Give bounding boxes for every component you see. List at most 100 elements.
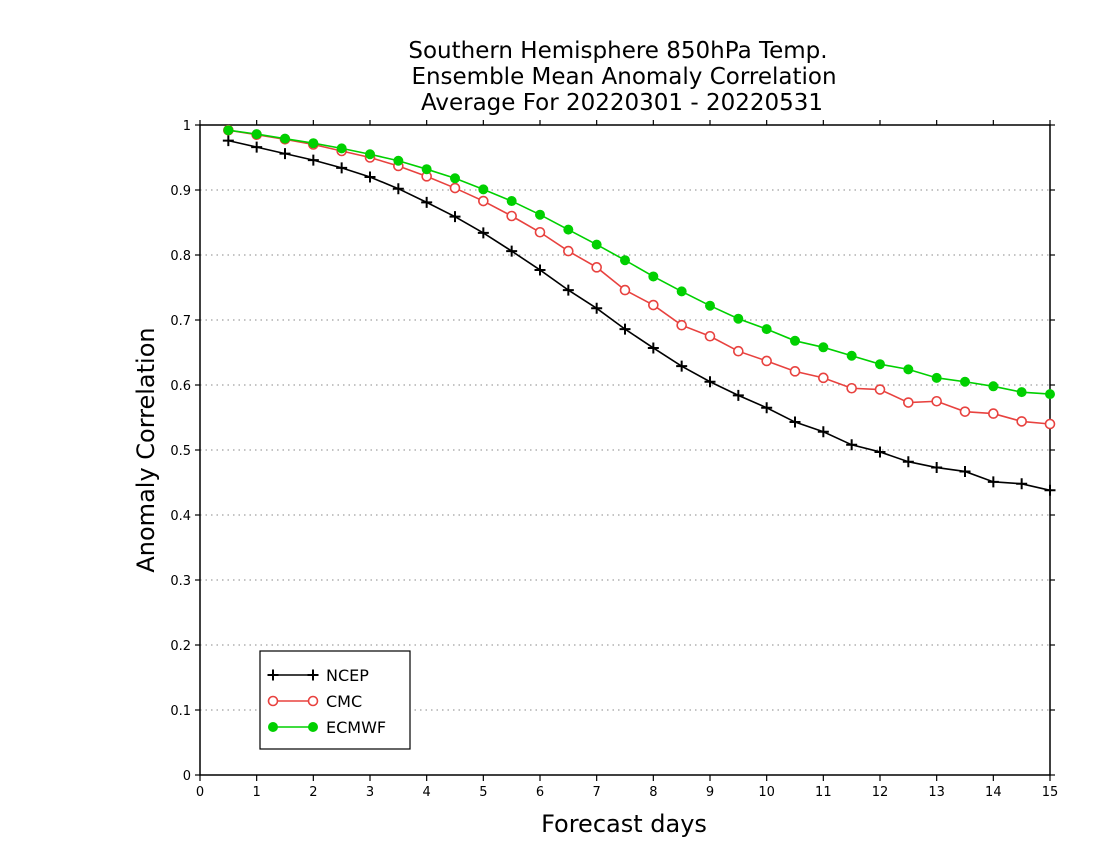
data-point-filled-circle xyxy=(790,335,800,346)
series-line-ecmwf xyxy=(228,129,1051,395)
x-tick-label: 13 xyxy=(928,785,945,800)
data-point-plus xyxy=(931,462,943,474)
data-point-open-circle xyxy=(307,695,319,707)
data-point-open-circle xyxy=(506,210,517,222)
data-point-plus xyxy=(959,465,971,477)
series-ncep xyxy=(222,135,1056,496)
data-point-filled-circle xyxy=(251,129,262,140)
data-point-filled-circle xyxy=(478,184,489,195)
y-tick-label: 1 xyxy=(183,119,191,134)
y-tick-label: 0.4 xyxy=(170,509,191,524)
data-point-filled-circle xyxy=(591,239,602,250)
data-point-open-circle xyxy=(959,406,971,417)
data-point-filled-circle xyxy=(620,255,630,266)
chart-title-line-1: Southern Hemisphere 850hPa Temp. xyxy=(408,38,827,64)
data-point-filled-circle xyxy=(648,271,659,282)
data-point-plus xyxy=(619,323,631,335)
data-point-plus xyxy=(817,426,829,438)
x-tick-label: 9 xyxy=(706,785,714,800)
data-point-open-circle xyxy=(874,384,886,395)
data-point-open-circle xyxy=(1016,416,1027,427)
x-tick-label: 10 xyxy=(758,785,775,800)
series-line-ncep xyxy=(228,139,1051,492)
data-point-filled-circle xyxy=(846,350,857,361)
data-point-plus xyxy=(902,456,914,468)
data-point-open-circle xyxy=(534,226,546,238)
data-point-open-circle xyxy=(733,345,744,357)
data-point-plus xyxy=(421,196,433,208)
y-tick-label: 0.7 xyxy=(170,314,191,329)
x-tick-label: 7 xyxy=(593,785,601,800)
data-point-plus xyxy=(392,183,404,195)
x-tick-label: 12 xyxy=(872,785,889,800)
x-tick-label: 2 xyxy=(309,785,317,800)
legend-entry-ncep: NCEP xyxy=(267,666,369,685)
data-point-plus xyxy=(307,154,319,166)
data-point-filled-circle xyxy=(1016,387,1027,398)
legend-box xyxy=(259,650,411,750)
data-point-plus xyxy=(676,360,688,372)
data-point-plus xyxy=(789,416,801,428)
y-tick-label: 0.8 xyxy=(170,249,191,264)
data-point-plus xyxy=(534,264,546,276)
data-point-open-circle xyxy=(903,397,914,408)
legend: NCEP CMC ECMWF xyxy=(259,650,411,750)
data-point-plus xyxy=(761,402,773,414)
x-tick-label: 6 xyxy=(536,785,544,800)
data-point-open-circle xyxy=(619,284,631,296)
data-point-filled-circle xyxy=(365,149,375,160)
data-point-open-circle xyxy=(676,319,687,331)
x-tick-label: 1 xyxy=(253,785,261,800)
data-point-plus xyxy=(647,342,659,354)
data-point-plus xyxy=(562,284,574,296)
data-point-open-circle xyxy=(449,182,461,194)
y-tick-label: 0.9 xyxy=(170,184,191,199)
data-point-plus xyxy=(477,227,489,239)
data-point-open-circle xyxy=(931,395,942,407)
data-point-filled-circle xyxy=(733,313,744,324)
data-point-filled-circle xyxy=(393,155,404,166)
data-point-open-circle xyxy=(267,695,279,707)
data-point-plus xyxy=(307,669,319,681)
y-axis-title: Anomaly Correlation xyxy=(132,327,160,572)
data-point-plus xyxy=(1044,484,1056,496)
data-point-filled-circle xyxy=(421,164,432,175)
data-point-plus xyxy=(732,389,744,401)
y-tick-label: 0.5 xyxy=(170,444,191,459)
data-point-plus xyxy=(279,148,291,160)
data-point-filled-circle xyxy=(336,143,347,154)
data-point-plus xyxy=(874,446,886,458)
data-point-filled-circle xyxy=(903,364,914,375)
chart-title: Southern Hemisphere 850hPa Temp. Ensembl… xyxy=(408,38,836,116)
data-point-plus xyxy=(449,211,461,223)
data-point-filled-circle xyxy=(308,138,319,149)
x-tick-label: 15 xyxy=(1042,785,1059,800)
data-point-plus xyxy=(222,135,234,147)
data-point-open-circle xyxy=(704,330,716,342)
legend-label: ECMWF xyxy=(326,718,386,737)
data-point-filled-circle xyxy=(308,722,318,732)
series-cmc xyxy=(223,124,1056,430)
data-point-open-circle xyxy=(591,262,602,273)
y-tick-label: 0.3 xyxy=(170,574,191,589)
data-point-plus xyxy=(846,439,858,451)
data-point-open-circle xyxy=(478,195,489,207)
data-point-plus xyxy=(987,476,999,488)
data-point-filled-circle xyxy=(1045,389,1055,400)
y-tick-label: 0.2 xyxy=(170,639,191,654)
data-point-filled-circle xyxy=(676,286,687,297)
y-tick-label: 0 xyxy=(183,769,191,784)
x-tick-label: 0 xyxy=(196,785,204,800)
x-tick-label: 5 xyxy=(479,785,487,800)
chart-title-line-2: Ensemble Mean Anomaly Correlation xyxy=(411,64,836,90)
data-point-filled-circle xyxy=(280,133,290,144)
data-point-filled-circle xyxy=(705,300,715,311)
data-point-open-circle xyxy=(563,245,574,257)
data-point-filled-circle xyxy=(506,196,517,207)
data-point-filled-circle xyxy=(818,342,829,353)
data-point-open-circle xyxy=(846,382,857,394)
chart-title-line-3: Average For 20220301 - 20220531 xyxy=(421,90,823,116)
data-point-filled-circle xyxy=(931,372,942,383)
x-tick-label: 8 xyxy=(649,785,657,800)
